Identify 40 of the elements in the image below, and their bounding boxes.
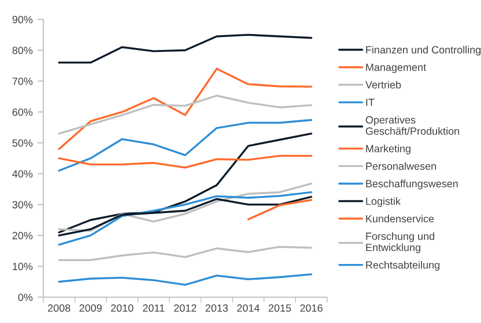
legend-label: Rechtsabteilung	[366, 261, 440, 271]
line-series	[58, 246, 312, 262]
x-tick-label: 2012	[174, 304, 196, 312]
line-series	[58, 182, 312, 232]
y-tick-label: 60%	[12, 108, 33, 116]
x-tick-label: 2015	[268, 304, 291, 312]
x-tick-label: 2008	[48, 304, 70, 312]
legend-label: Vertrieb	[365, 80, 401, 89]
legend-label: Operatives Geschäft/Produktion	[366, 116, 460, 135]
y-tick-label: 90%	[12, 16, 33, 24]
y-tick-label: 20%	[12, 232, 33, 240]
legend-label: Beschaffungswesen	[366, 180, 458, 190]
y-tick-label: 0%	[18, 294, 33, 302]
legend-label: Forschung und Entwicklung	[366, 232, 434, 254]
line-series	[58, 68, 312, 150]
line-series	[58, 119, 312, 172]
legend-label: Kundenservice	[366, 214, 434, 222]
x-tick-label: 2011	[142, 304, 164, 312]
x-tick-label: 2013	[206, 304, 228, 312]
legend-label: Management	[366, 64, 426, 74]
legend-label: IT	[366, 98, 374, 106]
y-tick-label: 30%	[12, 201, 33, 208]
legend-label: Logistik	[366, 197, 401, 207]
legend-label: Personalwesen	[366, 162, 436, 170]
x-tick-label: 2009	[80, 304, 102, 312]
legend-label: Marketing	[366, 144, 410, 154]
y-tick-label: 80%	[12, 46, 33, 54]
legend-label: Finanzen und Controlling	[366, 46, 480, 56]
x-tick-label: 2014	[237, 304, 260, 312]
y-tick-label: 10%	[12, 262, 33, 270]
x-tick-label: 2016	[300, 304, 322, 312]
y-tick-label: 40%	[12, 170, 33, 178]
x-tick-label: 2010	[111, 304, 134, 312]
y-tick-label: 50%	[12, 139, 33, 147]
line-series	[58, 94, 312, 135]
line-series	[58, 154, 312, 169]
line-series	[58, 34, 312, 64]
line-series	[58, 273, 312, 286]
line-series	[58, 132, 312, 234]
y-tick-label: 70%	[12, 78, 33, 85]
